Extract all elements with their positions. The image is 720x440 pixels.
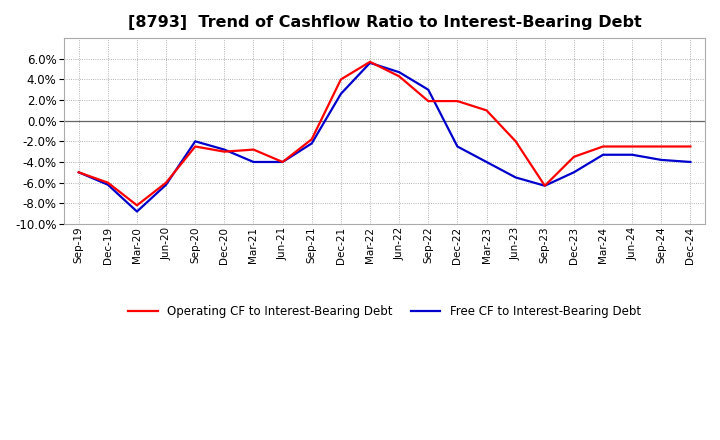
Operating CF to Interest-Bearing Debt xyxy=(336,77,345,82)
Operating CF to Interest-Bearing Debt xyxy=(307,137,316,142)
Free CF to Interest-Bearing Debt xyxy=(104,182,112,187)
Operating CF to Interest-Bearing Debt xyxy=(220,149,229,154)
Operating CF to Interest-Bearing Debt xyxy=(395,73,403,79)
Operating CF to Interest-Bearing Debt xyxy=(279,159,287,165)
Operating CF to Interest-Bearing Debt xyxy=(541,183,549,188)
Free CF to Interest-Bearing Debt xyxy=(541,183,549,188)
Free CF to Interest-Bearing Debt xyxy=(453,144,462,149)
Free CF to Interest-Bearing Debt xyxy=(336,91,345,96)
Operating CF to Interest-Bearing Debt xyxy=(657,144,665,149)
Free CF to Interest-Bearing Debt xyxy=(191,139,199,144)
Operating CF to Interest-Bearing Debt xyxy=(599,144,608,149)
Title: [8793]  Trend of Cashflow Ratio to Interest-Bearing Debt: [8793] Trend of Cashflow Ratio to Intere… xyxy=(127,15,642,30)
Free CF to Interest-Bearing Debt xyxy=(307,141,316,146)
Free CF to Interest-Bearing Debt xyxy=(424,87,433,92)
Operating CF to Interest-Bearing Debt xyxy=(453,99,462,104)
Operating CF to Interest-Bearing Debt xyxy=(162,180,171,185)
Operating CF to Interest-Bearing Debt xyxy=(570,154,578,159)
Operating CF to Interest-Bearing Debt xyxy=(249,147,258,152)
Operating CF to Interest-Bearing Debt xyxy=(511,139,520,144)
Free CF to Interest-Bearing Debt xyxy=(74,170,83,175)
Operating CF to Interest-Bearing Debt xyxy=(424,99,433,104)
Operating CF to Interest-Bearing Debt xyxy=(482,108,491,113)
Free CF to Interest-Bearing Debt xyxy=(628,152,636,158)
Operating CF to Interest-Bearing Debt xyxy=(686,144,695,149)
Free CF to Interest-Bearing Debt xyxy=(132,209,141,214)
Operating CF to Interest-Bearing Debt xyxy=(191,144,199,149)
Operating CF to Interest-Bearing Debt xyxy=(132,203,141,208)
Free CF to Interest-Bearing Debt xyxy=(220,147,229,152)
Operating CF to Interest-Bearing Debt xyxy=(628,144,636,149)
Free CF to Interest-Bearing Debt xyxy=(162,182,171,187)
Free CF to Interest-Bearing Debt xyxy=(511,175,520,180)
Free CF to Interest-Bearing Debt xyxy=(570,170,578,175)
Line: Operating CF to Interest-Bearing Debt: Operating CF to Interest-Bearing Debt xyxy=(78,62,690,205)
Free CF to Interest-Bearing Debt xyxy=(366,60,374,66)
Free CF to Interest-Bearing Debt xyxy=(482,159,491,165)
Operating CF to Interest-Bearing Debt xyxy=(366,59,374,65)
Operating CF to Interest-Bearing Debt xyxy=(104,180,112,185)
Operating CF to Interest-Bearing Debt xyxy=(74,170,83,175)
Free CF to Interest-Bearing Debt xyxy=(686,159,695,165)
Legend: Operating CF to Interest-Bearing Debt, Free CF to Interest-Bearing Debt: Operating CF to Interest-Bearing Debt, F… xyxy=(124,301,645,323)
Free CF to Interest-Bearing Debt xyxy=(599,152,608,158)
Free CF to Interest-Bearing Debt xyxy=(395,70,403,75)
Free CF to Interest-Bearing Debt xyxy=(657,157,665,162)
Free CF to Interest-Bearing Debt xyxy=(279,159,287,165)
Line: Free CF to Interest-Bearing Debt: Free CF to Interest-Bearing Debt xyxy=(78,63,690,212)
Free CF to Interest-Bearing Debt xyxy=(249,159,258,165)
